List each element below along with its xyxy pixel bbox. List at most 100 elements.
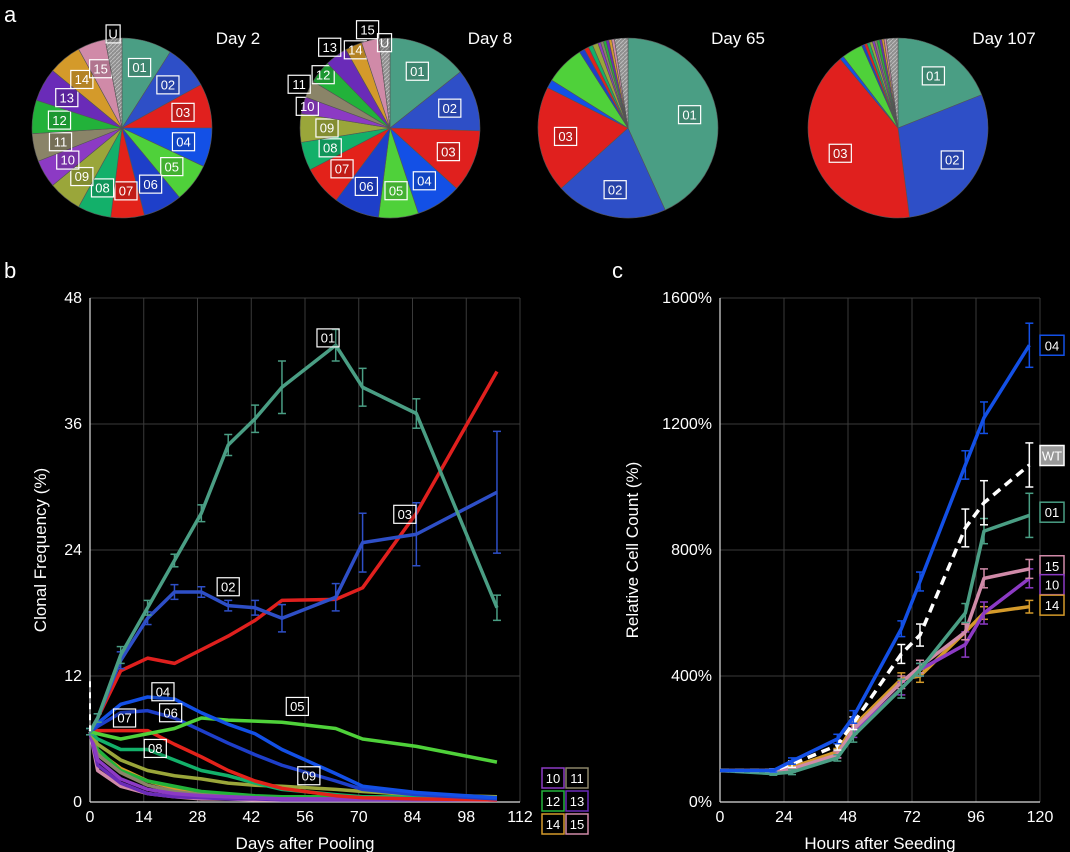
pie-label-11-box [287,74,311,94]
pie-label-12-box [311,65,335,85]
y-tick-label: 12 [64,668,82,685]
pie-slice-03 [807,58,910,219]
legend-text: 12 [546,794,560,809]
pie-slice-01 [389,37,461,129]
pie-label-15-text: 15 [93,61,107,76]
pie-label-11-box [48,132,73,152]
panel-c: c 0 24 48 72 96 1200%400%800%1200%1600%04WT01… [612,258,1065,852]
pie-title: Day 107 [972,29,1035,48]
label-box [1039,594,1065,616]
y-tick-label: 1600% [662,290,712,307]
pie-label-04-box [412,171,437,191]
pie-slice-U [104,37,123,129]
series-line-04 [720,344,1031,773]
y-tick-label: 0 [73,794,82,811]
y-tick-label: 36 [64,416,82,433]
pie-label-14-text: 14 [348,42,362,57]
pie-label-U-box [376,33,393,53]
pie-slice-01 [897,37,983,129]
pie-label-03-box [171,102,195,122]
series-label-07-text: 07 [117,711,131,726]
series-line-14 [720,604,1030,773]
series-label-05-text: 05 [290,699,304,714]
pie-label-12: 12 [311,65,335,85]
pie-label-02: 02 [438,98,462,118]
pie-label-07: 07 [330,159,354,179]
pie-label-04-text: 04 [417,173,431,188]
pie-label-09-box [315,118,339,138]
pie-label-02-box [156,75,180,95]
pie-slice-01 [627,37,719,211]
legend-item-11: 11 [565,767,589,789]
pie-label-09-box [70,166,94,187]
legend-item-15: 15 [565,813,589,835]
pie-label-02-text: 02 [945,153,959,168]
pie-label-10-text: 10 [61,153,75,168]
pie-label-11-text: 11 [54,134,68,149]
pie-label-12-box [47,110,72,130]
x-tick-label: 120 [1027,809,1054,826]
pie-label-12-text: 12 [316,67,330,82]
pie-label-12-text: 12 [52,113,66,128]
pie-label-06-text: 06 [143,177,157,192]
pie-3: Day 65 01 02 03 [537,29,765,219]
legend-item-10: 10 [541,767,565,789]
series-label-04-box [151,682,175,702]
pie-label-06: 06 [354,176,379,196]
label-box [1039,444,1065,467]
legend-box [541,767,565,789]
x-tick-label: 42 [242,809,260,826]
pie-label-13: 13 [318,37,342,57]
legend-item-12: 12 [541,790,565,812]
legend-text: 11 [570,771,584,786]
pie-slice-U [614,37,629,129]
pie-label-01-text: 01 [410,64,424,79]
x-tick-label: 96 [967,809,985,826]
pie-slice-02 [560,127,666,219]
panel-b: b 0 14 28 42 56 70 84 98 11201224364801020304060… [4,258,589,852]
pie-label-05: 05 [384,181,408,201]
pie-label-02: 02 [156,75,180,95]
pie-label-02: 02 [940,150,964,170]
pie-label-11: 11 [48,132,73,152]
series-label-08-box [143,738,167,759]
pie-label-02-text: 02 [443,101,457,116]
pie-label-03-text: 03 [558,129,572,144]
label-text: 10 [1045,578,1059,593]
pie-label-13-text: 13 [322,40,336,55]
series-line-01 [719,513,1030,776]
pie-label-14-box [70,69,94,90]
label-box [1039,334,1065,356]
x-tick-label: 24 [775,809,793,826]
y-axis-label-c: Relative Cell Count (%) [623,462,642,639]
y-tick-label: 24 [64,542,82,559]
pie-label-05-box [160,157,184,177]
x-tick-label: 48 [839,809,857,826]
series-label-05: 05 [285,696,309,717]
legend-item-14: 14 [541,813,565,835]
series-label-04-text: 04 [156,684,170,699]
y-tick-label: 0% [689,794,712,811]
series-line-15 [720,567,1030,773]
panel-label-b: b [4,258,16,283]
pie-label-U: U [105,24,121,44]
legend-text: 15 [570,817,584,832]
pie-label-U-text: U [380,35,389,50]
series-label-05-box [285,696,309,717]
pie-label-03-text: 03 [176,105,190,120]
series-label-02-box [216,577,240,597]
pie-label-01-text: 01 [682,107,696,122]
pie-label-U: U [376,33,393,53]
pie-label-07-text: 07 [335,162,349,177]
x-tick-label: 0 [716,809,725,826]
pie-label-02-box [438,98,462,118]
pie-label-01-box [127,57,152,78]
y-tick-label: 1200% [662,416,712,433]
series-label-08-text: 08 [148,741,162,756]
pie-label-08-text: 08 [323,141,337,156]
pie-label-02: 02 [603,180,627,200]
pie-label-11-text: 11 [292,77,306,92]
series-label-02-text: 02 [221,579,235,594]
pie-label-03: 03 [436,142,461,162]
pie-label-13-box [55,88,79,108]
